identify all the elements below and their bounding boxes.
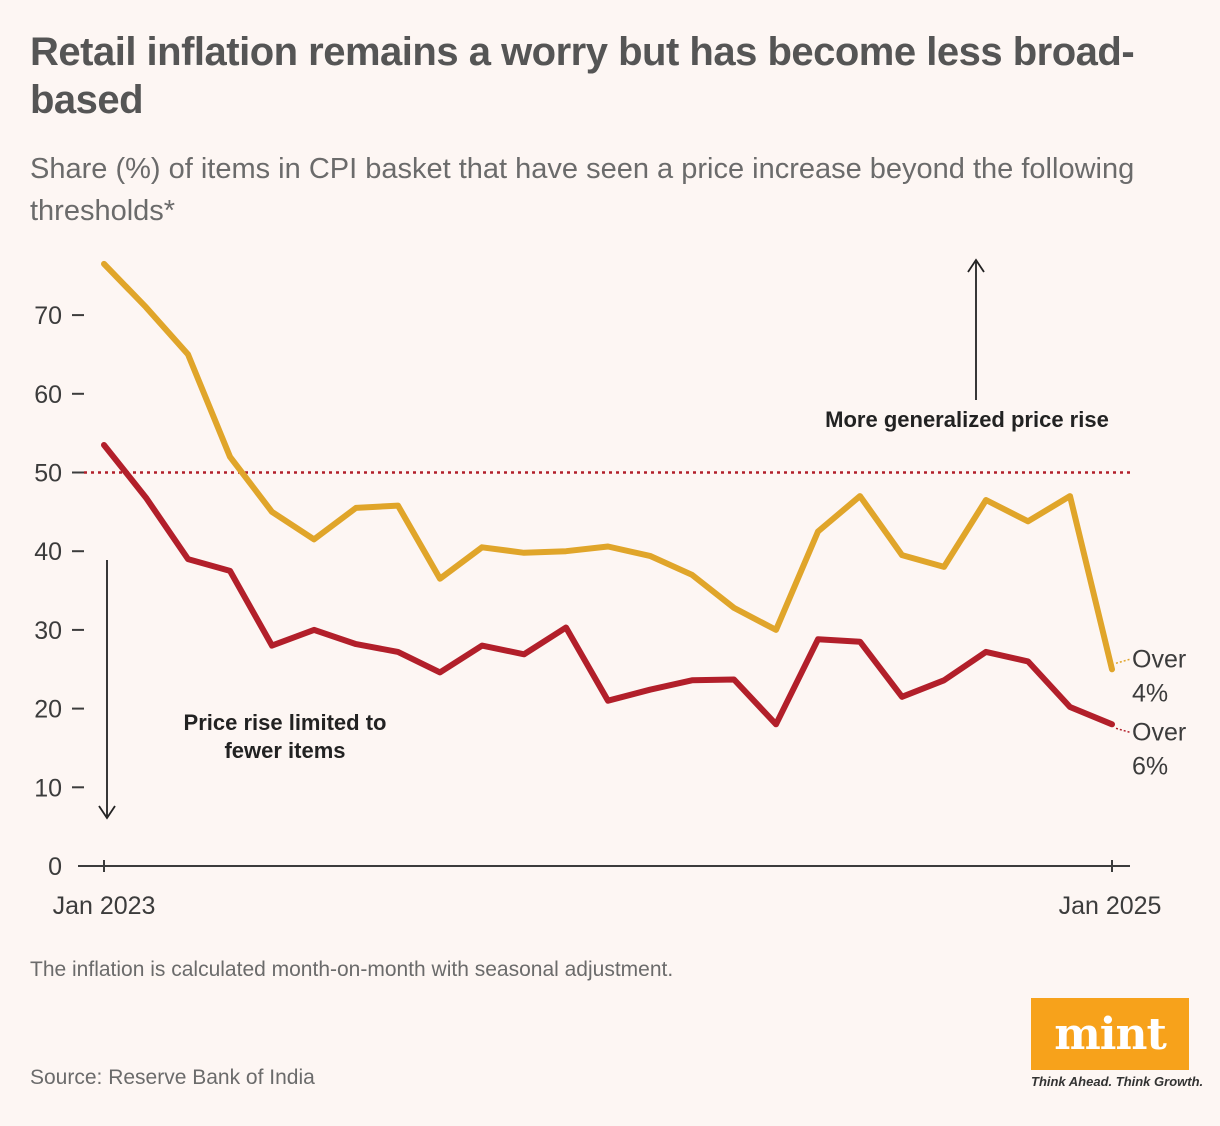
footnote: The inflation is calculated month-on-mon… — [30, 958, 674, 981]
y-tick-label: 70 — [34, 302, 62, 330]
series-line-over-4 — [101, 260, 1115, 673]
y-tick-label: 50 — [34, 460, 62, 488]
line-chart: 0 10 20 30 40 50 60 70 Over 4% Over 6% Jan 2023 Ja… — [34, 258, 1186, 920]
mint-logo: mint — [1031, 998, 1189, 1070]
series-label-connector — [1115, 727, 1131, 734]
y-axis: 0 10 20 30 40 50 60 70 — [34, 302, 84, 881]
y-tick-label: 40 — [34, 538, 62, 566]
annotation-upper-text: More generalized price rise — [825, 407, 1109, 432]
up-arrow-head — [967, 258, 985, 273]
series-layer: Over 4% Over 6% — [101, 260, 1186, 780]
series-line-over-6 — [101, 442, 1115, 728]
chart-title: Retail inflation remains a worry but has… — [30, 30, 1135, 122]
x-tick-label-end: Jan 2025 — [1059, 892, 1162, 920]
series-end-label: Over — [1132, 718, 1186, 746]
x-axis: Jan 2023 Jan 2025 — [53, 860, 1162, 920]
annotation-upper: More generalized price rise — [825, 258, 1109, 432]
logo-tagline: Think Ahead. Think Growth. — [1031, 1074, 1204, 1089]
y-tick-label: 20 — [34, 696, 62, 724]
y-tick-label: 0 — [48, 853, 62, 881]
series-end-label: 4% — [1132, 679, 1168, 707]
source-text: Source: Reserve Bank of India — [30, 1066, 315, 1089]
chart-subtitle: Share (%) of items in CPI basket that ha… — [30, 153, 1135, 227]
y-tick-label: 10 — [34, 774, 62, 802]
series-end-label: Over — [1132, 645, 1186, 673]
annotation-lower-text-1: Price rise limited to — [184, 710, 387, 735]
x-tick-label-start: Jan 2023 — [53, 892, 156, 920]
y-tick-label: 60 — [34, 381, 62, 409]
series-label-connector — [1115, 658, 1131, 664]
series-end-label: 6% — [1132, 752, 1168, 780]
annotation-lower: Price rise limited to fewer items — [98, 560, 387, 820]
down-arrow-head — [98, 805, 116, 820]
annotation-lower-text-2: fewer items — [224, 738, 345, 763]
y-tick-label: 30 — [34, 617, 62, 645]
